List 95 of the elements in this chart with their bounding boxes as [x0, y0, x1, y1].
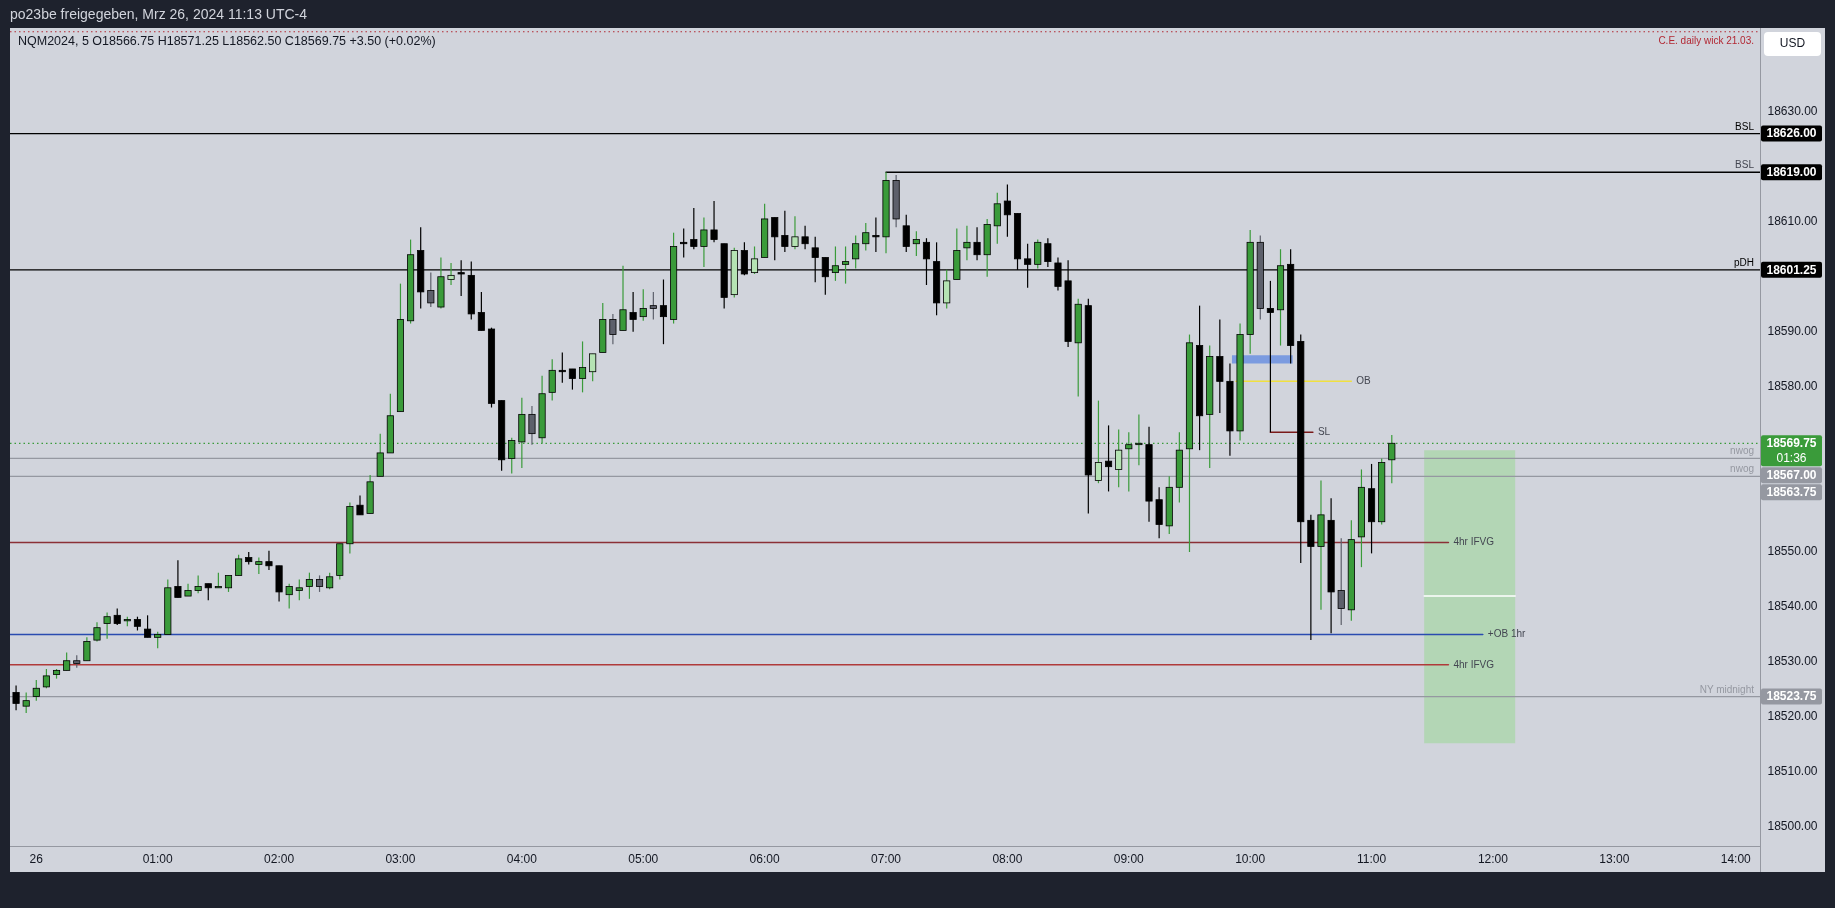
candlestick — [649, 291, 657, 321]
candlestick — [872, 216, 880, 253]
candlestick — [174, 559, 182, 599]
x-tick-label: 04:00 — [506, 852, 538, 867]
y-tick-label: 18610.00 — [1767, 213, 1818, 228]
candlestick — [579, 340, 587, 393]
candlestick — [781, 210, 789, 253]
candlestick — [700, 216, 708, 268]
candlestick — [235, 554, 243, 577]
annotation: 18619.00 — [1766, 164, 1817, 179]
candlestick — [710, 200, 718, 243]
candlestick — [103, 611, 111, 640]
annotation: 18567.00 — [1766, 467, 1817, 482]
series-label: 4hr IFVG — [1453, 536, 1495, 548]
candlestick — [993, 192, 1001, 245]
candlestick — [1337, 537, 1345, 626]
ref-line-label: nwog — [1730, 445, 1754, 457]
ref-line-label: BSL — [1735, 120, 1755, 132]
y-tick-label: 18530.00 — [1767, 654, 1818, 669]
series-label: 4hr IFVG — [1453, 658, 1495, 670]
candlestick — [680, 227, 688, 259]
currency-box: USD — [1764, 32, 1821, 56]
candlestick — [1266, 280, 1274, 433]
text: NQM2024, 5 O18566.75 H18571.25 L18562.50 C18569.75 +3.50 (+0.02%) — [18, 34, 436, 49]
candlestick — [1044, 237, 1052, 268]
series-label: +OB 1hr — [1487, 628, 1527, 640]
candlestick — [12, 684, 20, 711]
annotation: 01:36 — [1776, 450, 1807, 465]
candlestick — [771, 216, 779, 261]
series-label: SL — [1317, 425, 1331, 437]
y-tick-label: 18510.00 — [1767, 764, 1818, 779]
annotation: 18569.75 — [1766, 435, 1817, 450]
candlestick — [1003, 183, 1011, 238]
ref-line-label: nwog — [1730, 463, 1754, 475]
candlestick — [659, 278, 667, 345]
candlestick — [285, 583, 293, 610]
candlestick — [477, 291, 485, 332]
candlestick — [295, 578, 303, 601]
candlestick — [963, 225, 971, 261]
ref-line-label: C.E. daily wick 21.03. — [1658, 34, 1754, 46]
candlestick — [609, 313, 617, 345]
candlestick — [32, 679, 40, 702]
candlestick — [1105, 424, 1113, 493]
x-tick-label: 01:00 — [142, 852, 174, 867]
y-axis-title: USD — [1779, 36, 1806, 51]
x-tick-label: 11:00 — [1356, 852, 1387, 867]
candlestick — [305, 572, 313, 600]
series-label: OB — [1356, 374, 1372, 386]
candlestick — [801, 225, 809, 250]
candlestick — [144, 614, 152, 638]
candlestick — [973, 226, 981, 261]
y-tick-label: 18580.00 — [1767, 379, 1818, 394]
y-tick-label: 18500.00 — [1767, 819, 1818, 834]
candlestick — [528, 405, 536, 446]
candlestick — [22, 691, 30, 714]
x-tick-label: 10:00 — [1235, 852, 1266, 867]
ref-line-label: pDH — [1733, 256, 1754, 268]
candlestick — [902, 214, 910, 253]
candlestick — [791, 215, 799, 250]
candlestick — [356, 494, 364, 516]
candlestick — [427, 272, 435, 308]
candlestick — [558, 351, 566, 384]
chart-title: po23be freigegeben, Mrz 26, 2024 11:13 UTC-4 — [10, 5, 308, 22]
y-tick-label: 18550.00 — [1767, 544, 1818, 559]
y-tick-label: 18540.00 — [1767, 599, 1818, 614]
x-tick-label: 05:00 — [628, 852, 659, 867]
candlestick — [862, 222, 870, 252]
annotation: 18563.75 — [1766, 484, 1817, 499]
x-tick-label: 03:00 — [385, 852, 416, 867]
candlestick — [912, 230, 920, 257]
annotation: 18601.25 — [1766, 262, 1817, 277]
y-tick-label: 18590.00 — [1767, 323, 1818, 338]
annotation: 18523.75 — [1766, 689, 1817, 704]
series-label: BSL — [1735, 159, 1755, 171]
ref-line-label: NY midnight — [1699, 683, 1755, 695]
x-tick-label: 02:00 — [264, 852, 295, 867]
x-tick-label: 12:00 — [1477, 852, 1509, 867]
annotation: 18626.00 — [1766, 126, 1817, 141]
candlestick — [690, 207, 698, 250]
x-tick-label: 08:00 — [992, 852, 1023, 867]
candlestick — [639, 288, 647, 322]
candlestick — [568, 368, 576, 391]
x-tick-label: 14:00 — [1720, 852, 1752, 867]
x-tick-label: 26 — [29, 852, 44, 867]
x-tick-label: 13:00 — [1599, 852, 1630, 867]
x-tick-label: 07:00 — [871, 852, 902, 867]
x-tick-label: 09:00 — [1113, 852, 1145, 867]
x-tick-label: 06:00 — [749, 852, 780, 867]
candlestick — [548, 358, 556, 402]
y-tick-label: 18520.00 — [1767, 709, 1818, 724]
candlestick — [83, 636, 91, 662]
candlestick — [629, 291, 637, 333]
candlestick — [265, 550, 273, 571]
candlestick — [589, 353, 597, 382]
y-tick-label: 18630.00 — [1767, 103, 1818, 118]
